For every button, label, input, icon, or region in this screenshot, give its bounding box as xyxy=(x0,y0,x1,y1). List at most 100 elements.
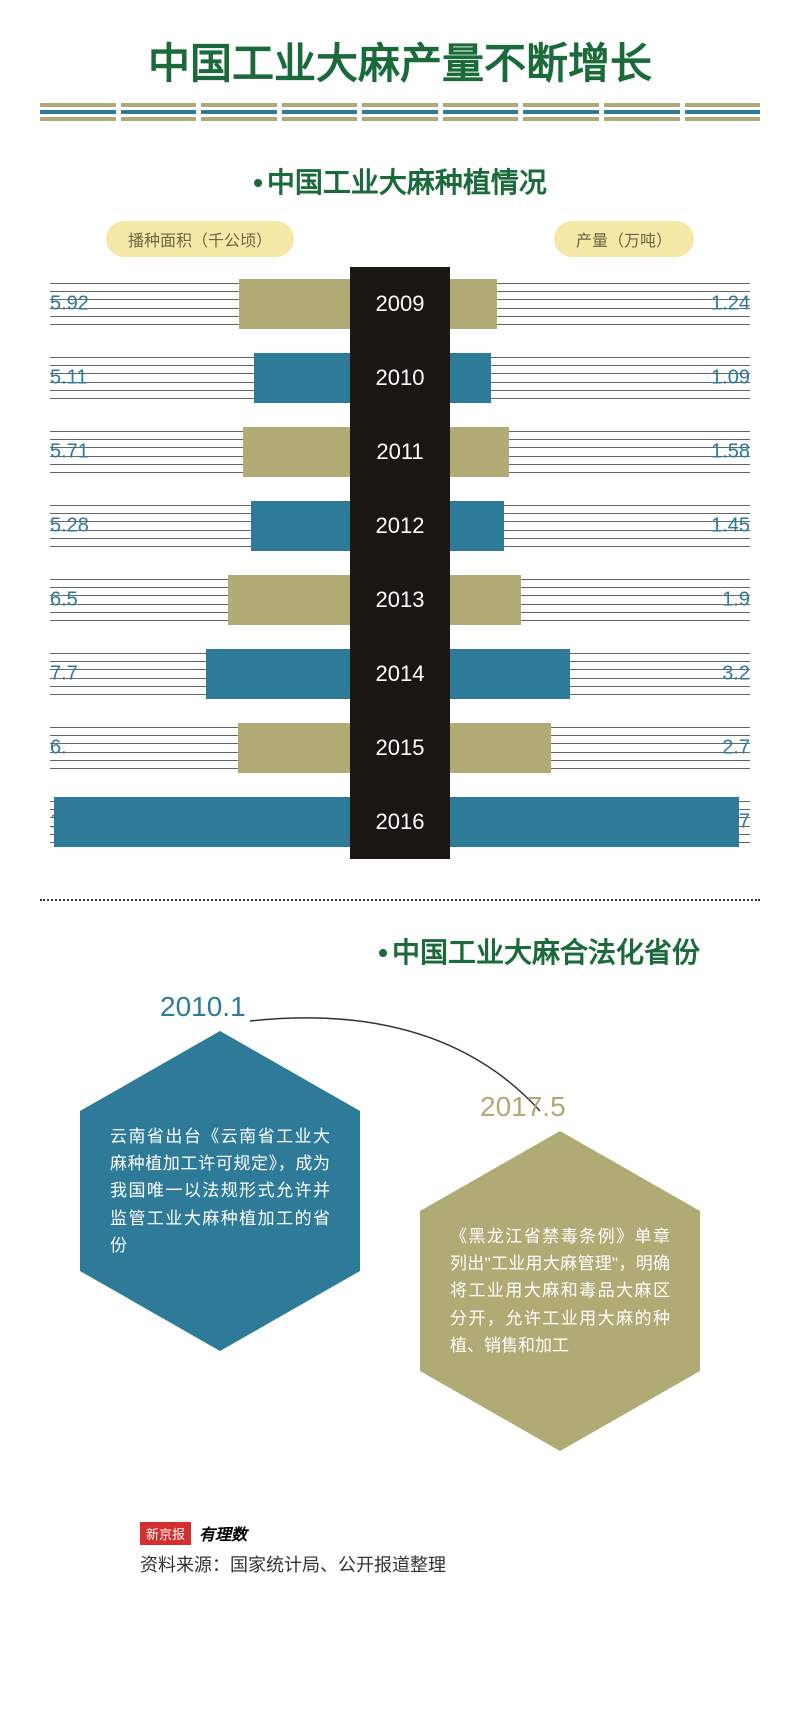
right-value: 1.45 xyxy=(711,515,750,538)
left-side: 5.28 xyxy=(50,489,350,563)
right-side: 7.7 xyxy=(450,785,750,859)
legend-row: 播种面积（千公顷） 产量（万吨） xyxy=(40,221,760,257)
divider-dash xyxy=(523,117,599,121)
divider-dash xyxy=(201,110,277,114)
divider-dash xyxy=(523,103,599,107)
hexagon-right: 《黑龙江省禁毒条例》单章列出"工业用大麻管理"，明确将工业用大麻和毒品大麻区分开… xyxy=(420,1131,700,1451)
left-value: 5.71 xyxy=(50,441,89,464)
right-side: 1.24 xyxy=(450,267,750,341)
divider-dash xyxy=(604,103,680,107)
divider-dash xyxy=(121,110,197,114)
divider-dash xyxy=(362,110,438,114)
left-bar xyxy=(54,797,350,847)
chart-section-title: •中国工业大麻种植情况 xyxy=(40,161,760,201)
right-value: 3.2 xyxy=(722,663,750,686)
divider-dash xyxy=(443,110,519,114)
divider-dash xyxy=(604,110,680,114)
left-value: 5.28 xyxy=(50,515,89,538)
divider-row-2 xyxy=(40,110,760,114)
right-bar xyxy=(450,649,570,699)
hex-section-title-text: 中国工业大麻合法化省份 xyxy=(392,937,700,968)
left-value: 5.92 xyxy=(50,293,89,316)
bullet-icon: • xyxy=(253,167,263,198)
divider-dash xyxy=(282,117,358,121)
right-bar xyxy=(450,279,497,329)
chart-row-2011: 5.71 2011 1.58 xyxy=(50,415,750,489)
right-side: 3.2 xyxy=(450,637,750,711)
divider-dash xyxy=(362,117,438,121)
left-value: 6.5 xyxy=(50,589,78,612)
hex-section-title: •中国工业大麻合法化省份 xyxy=(40,931,760,971)
chart-row-2012: 5.28 2012 1.45 xyxy=(50,489,750,563)
left-side: 5.92 xyxy=(50,267,350,341)
divider-dash xyxy=(201,103,277,107)
divider-dash xyxy=(282,110,358,114)
divider-dash xyxy=(685,103,761,107)
right-bar xyxy=(450,723,551,773)
left-side: 6.5 xyxy=(50,563,350,637)
right-value: 1.58 xyxy=(711,441,750,464)
divider-dash xyxy=(121,103,197,107)
source-text: 资料来源：国家统计局、公开报道整理 xyxy=(40,1551,760,1577)
right-bar xyxy=(450,575,521,625)
divider-dash xyxy=(523,110,599,114)
chart-row-2014: 7.7 2014 3.2 xyxy=(50,637,750,711)
hex-left-text: 云南省出台《云南省工业大麻种植加工许可规定》，成为我国唯一以法规形式允许并监管工… xyxy=(110,1123,330,1259)
divider-dash xyxy=(685,117,761,121)
left-side: 7.7 xyxy=(50,637,350,711)
left-bar xyxy=(228,575,350,625)
hex-left-date: 2010.1 xyxy=(160,991,246,1023)
year-label: 2009 xyxy=(350,267,450,341)
year-label: 2013 xyxy=(350,563,450,637)
left-bar xyxy=(238,723,351,773)
right-bar xyxy=(450,501,504,551)
right-value: 1.24 xyxy=(711,293,750,316)
divider-dash xyxy=(40,103,116,107)
year-label: 2011 xyxy=(350,415,450,489)
divider-dash xyxy=(40,110,116,114)
divider-dash xyxy=(362,103,438,107)
diverging-bar-chart: 5.92 2009 1.24 5.1120101.09 5.71 2011 1.58 5.28… xyxy=(40,267,760,879)
year-label: 2016 xyxy=(350,785,450,859)
right-side: 1.58 xyxy=(450,415,750,489)
right-value: 2.7 xyxy=(722,737,750,760)
left-bar xyxy=(239,279,350,329)
year-label: 2012 xyxy=(350,489,450,563)
year-label: 2014 xyxy=(350,637,450,711)
left-bar xyxy=(254,353,350,403)
chart-row-2013: 6.5 2013 1.9 xyxy=(50,563,750,637)
divider-dash xyxy=(201,117,277,121)
right-bar xyxy=(450,427,509,477)
hex-right-text: 《黑龙江省禁毒条例》单章列出"工业用大麻管理"，明确将工业用大麻和毒品大麻区分开… xyxy=(450,1223,670,1359)
chart-section-title-text: 中国工业大麻种植情况 xyxy=(267,167,547,198)
chart-row-2015: 6. 2015 2.7 xyxy=(50,711,750,785)
divider-row-1 xyxy=(40,103,760,107)
right-side: 1.9 xyxy=(450,563,750,637)
left-side: 15.8 xyxy=(50,785,350,859)
chart-row-2010: 5.1120101.09 xyxy=(50,341,750,415)
source-badge: 新京报 xyxy=(140,1522,191,1545)
chart-row-2016: 15.82016 7.7 xyxy=(50,785,750,859)
right-value: 1.9 xyxy=(722,589,750,612)
source-row: 新京报 有理数 xyxy=(40,1521,760,1545)
gridlines xyxy=(450,357,750,399)
left-value: 7.7 xyxy=(50,663,78,686)
bullet-icon: • xyxy=(378,937,388,968)
left-bar xyxy=(206,649,350,699)
left-value: 6. xyxy=(50,737,67,760)
legend-right: 产量（万吨） xyxy=(554,221,694,257)
legend-left: 播种面积（千公顷） xyxy=(106,221,294,257)
left-side: 5.71 xyxy=(50,415,350,489)
divider-dash xyxy=(604,117,680,121)
left-side: 5.11 xyxy=(50,341,350,415)
right-side: 2.7 xyxy=(450,711,750,785)
hex-right-date: 2017.5 xyxy=(480,1091,566,1123)
left-bar xyxy=(251,501,350,551)
year-label: 2015 xyxy=(350,711,450,785)
source-brand: 有理数 xyxy=(199,1521,247,1545)
hexagon-timeline: 2010.1 云南省出台《云南省工业大麻种植加工许可规定》，成为我国唯一以法规形… xyxy=(40,991,760,1511)
right-value: 1.09 xyxy=(711,367,750,390)
divider-dash xyxy=(282,103,358,107)
left-bar xyxy=(243,427,350,477)
right-value: 7.7 xyxy=(722,811,750,834)
